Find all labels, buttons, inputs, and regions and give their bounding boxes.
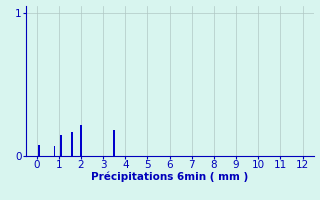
Bar xyxy=(113,130,115,156)
Bar xyxy=(60,135,62,156)
Bar xyxy=(38,145,40,156)
Bar xyxy=(71,132,73,156)
Bar xyxy=(80,125,82,156)
X-axis label: Précipitations 6min ( mm ): Précipitations 6min ( mm ) xyxy=(91,172,248,182)
Bar xyxy=(53,146,55,156)
